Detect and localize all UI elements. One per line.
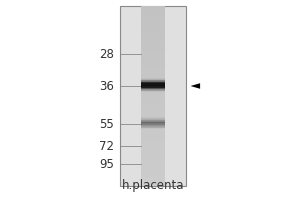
- Text: 72: 72: [99, 140, 114, 152]
- Bar: [141, 182, 165, 186]
- Bar: [141, 87, 165, 88]
- Bar: [141, 124, 165, 125]
- Bar: [141, 88, 165, 89]
- Bar: [141, 83, 165, 84]
- Bar: [141, 87, 165, 92]
- Bar: [141, 55, 165, 60]
- Bar: [141, 24, 165, 28]
- Bar: [141, 90, 165, 92]
- Bar: [141, 80, 165, 81]
- Bar: [141, 120, 165, 122]
- Bar: [141, 69, 165, 74]
- Bar: [141, 100, 165, 105]
- Bar: [141, 92, 165, 96]
- Bar: [141, 82, 165, 84]
- Bar: [141, 122, 165, 123]
- Bar: [141, 150, 165, 154]
- Bar: [141, 132, 165, 136]
- Bar: [141, 128, 165, 132]
- Bar: [141, 80, 165, 82]
- Bar: [141, 89, 165, 91]
- Bar: [141, 110, 165, 114]
- Polygon shape: [190, 83, 200, 89]
- Bar: [141, 159, 165, 164]
- Bar: [141, 172, 165, 177]
- Bar: [141, 20, 165, 24]
- Bar: [141, 118, 165, 120]
- Bar: [141, 38, 165, 42]
- Bar: [141, 86, 165, 88]
- Bar: [141, 6, 165, 11]
- Bar: [141, 64, 165, 69]
- Bar: [120, 6, 186, 186]
- Bar: [141, 118, 165, 123]
- Bar: [141, 78, 165, 83]
- Bar: [141, 123, 165, 128]
- Bar: [141, 114, 165, 118]
- Bar: [141, 105, 165, 110]
- Bar: [141, 120, 165, 121]
- Bar: [141, 83, 165, 85]
- Bar: [141, 125, 165, 126]
- Bar: [141, 168, 165, 172]
- Bar: [141, 125, 165, 127]
- Bar: [141, 154, 165, 159]
- Bar: [141, 33, 165, 38]
- Bar: [141, 177, 165, 182]
- Bar: [141, 164, 165, 168]
- Bar: [141, 85, 165, 86]
- Bar: [141, 119, 165, 120]
- Bar: [141, 51, 165, 56]
- Bar: [141, 127, 165, 128]
- Bar: [141, 90, 165, 91]
- Bar: [141, 84, 165, 86]
- Text: 36: 36: [99, 80, 114, 92]
- Bar: [141, 117, 165, 119]
- Bar: [141, 89, 165, 90]
- Bar: [141, 136, 165, 141]
- Bar: [141, 42, 165, 46]
- Bar: [141, 122, 165, 124]
- Bar: [141, 83, 165, 87]
- Bar: [141, 79, 165, 81]
- Bar: [141, 11, 165, 15]
- Bar: [141, 96, 165, 101]
- Bar: [141, 85, 165, 87]
- Bar: [141, 60, 165, 64]
- Bar: [141, 87, 165, 89]
- Bar: [141, 74, 165, 78]
- Text: 55: 55: [99, 117, 114, 130]
- Bar: [141, 123, 165, 125]
- Bar: [141, 81, 165, 83]
- Bar: [141, 146, 165, 150]
- Bar: [141, 141, 165, 146]
- Bar: [141, 126, 165, 128]
- Text: 28: 28: [99, 47, 114, 60]
- Bar: [141, 47, 165, 51]
- Bar: [141, 78, 165, 80]
- Text: h.placenta: h.placenta: [122, 179, 184, 192]
- Bar: [141, 127, 165, 129]
- Bar: [141, 28, 165, 33]
- Bar: [141, 15, 165, 20]
- Bar: [141, 6, 165, 186]
- Text: 95: 95: [99, 158, 114, 170]
- Bar: [141, 82, 165, 83]
- Bar: [141, 121, 165, 123]
